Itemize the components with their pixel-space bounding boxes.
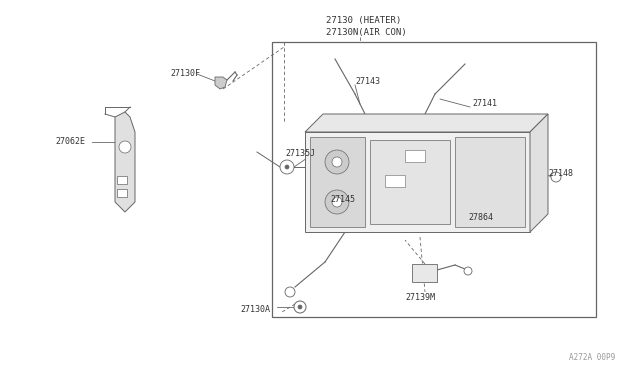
Circle shape xyxy=(294,301,306,313)
Text: 27135J: 27135J xyxy=(285,150,315,158)
Bar xyxy=(455,137,525,227)
Text: 27145: 27145 xyxy=(330,195,355,203)
Text: 27130 (HEATER): 27130 (HEATER) xyxy=(326,16,401,25)
Bar xyxy=(405,150,425,162)
Circle shape xyxy=(332,197,342,207)
Bar xyxy=(272,42,596,317)
Polygon shape xyxy=(115,112,135,212)
Circle shape xyxy=(280,160,294,174)
Circle shape xyxy=(332,157,342,167)
Circle shape xyxy=(464,267,472,275)
Bar xyxy=(117,189,127,197)
Text: 27130N(AIR CON): 27130N(AIR CON) xyxy=(326,28,406,36)
Text: 27062E: 27062E xyxy=(55,138,85,147)
Text: 27139M: 27139M xyxy=(405,292,435,301)
Bar xyxy=(117,176,127,184)
Polygon shape xyxy=(215,77,227,89)
Bar xyxy=(310,137,365,227)
Bar xyxy=(305,132,530,232)
Circle shape xyxy=(325,150,349,174)
Text: 27130A: 27130A xyxy=(240,305,270,314)
Bar xyxy=(385,175,405,187)
Text: 27143: 27143 xyxy=(355,77,380,87)
Circle shape xyxy=(298,305,302,309)
Circle shape xyxy=(285,165,289,169)
Bar xyxy=(370,140,450,224)
Polygon shape xyxy=(530,114,548,232)
Text: A272A 00P9: A272A 00P9 xyxy=(569,353,615,362)
Text: 27864: 27864 xyxy=(468,212,493,221)
Circle shape xyxy=(285,287,295,297)
Polygon shape xyxy=(305,114,548,132)
Circle shape xyxy=(325,190,349,214)
Text: 27148: 27148 xyxy=(548,170,573,179)
Text: 27130F: 27130F xyxy=(170,70,200,78)
Circle shape xyxy=(551,172,561,182)
Bar xyxy=(412,264,437,282)
Circle shape xyxy=(119,141,131,153)
Text: 27141: 27141 xyxy=(472,99,497,109)
